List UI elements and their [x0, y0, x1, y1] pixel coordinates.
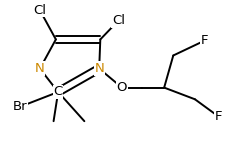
Text: N: N [35, 62, 44, 75]
Text: O: O [116, 81, 127, 94]
Text: N: N [94, 62, 104, 75]
Text: Cl: Cl [111, 14, 125, 27]
Text: C: C [53, 85, 62, 99]
Text: Cl: Cl [33, 4, 46, 17]
Text: F: F [214, 110, 222, 123]
Text: F: F [200, 34, 207, 47]
Text: Br: Br [13, 100, 28, 113]
